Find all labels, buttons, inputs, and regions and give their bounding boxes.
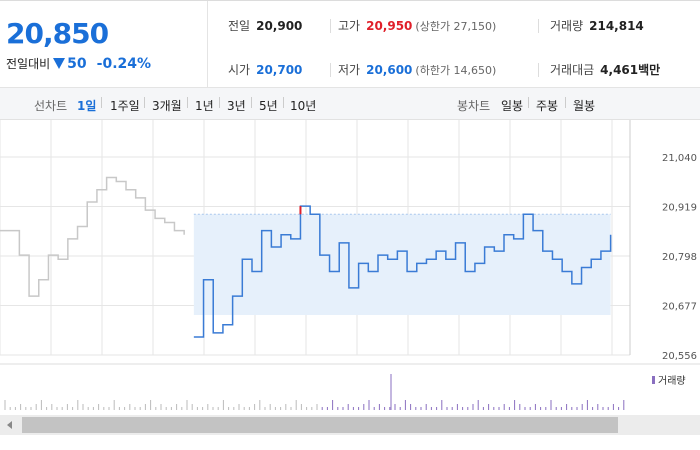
stat-high: 고가 20,950 (상한가 27,150) [338,17,496,34]
stat-prev-close: 전일 20,900 [228,17,302,34]
period-1week-button[interactable]: 1주일 [110,99,140,113]
chart-scrollbar[interactable] [0,415,700,435]
quote-header: 20,850 전일대비 50 -0.24% 전일 20,900 고가 20,950 (상한… [0,0,700,88]
stat-value: 4,461 [600,63,639,77]
divider [538,63,539,77]
stat-label: 시가 [228,63,251,77]
period-1day-button[interactable]: 1일 [77,99,97,113]
volume-legend-swatch [652,376,655,384]
period-3year-button[interactable]: 3년 [227,99,246,113]
today-price-line [193,205,612,338]
period-5year-button[interactable]: 5년 [259,99,278,113]
current-price: 20,850 [6,17,109,50]
scroll-left-arrow-icon[interactable] [0,415,20,435]
y-tick-label: 20,677 [662,302,697,313]
change-amount: 50 [67,56,87,72]
divider [330,19,331,33]
divider [538,19,539,33]
stat-note: (상한가 27,150) [415,20,497,33]
stat-note: (하한가 14,650) [415,64,497,77]
stat-amount: 거래대금 4,461백만 [550,61,660,78]
period-3month-button[interactable]: 3개월 [152,99,182,113]
down-arrow-icon [53,58,66,69]
stat-unit: 백만 [638,63,661,77]
today-area-fill [193,214,611,315]
stat-volume: 거래량 214,814 [550,17,644,34]
candle-daily-button[interactable]: 일봉 [501,99,524,113]
y-tick-label: 20,798 [662,252,697,263]
y-tick-label: 21,040 [662,153,697,164]
period-bar: 선차트 1일 1주일 3개월 1년 3년 5년 10년 봉차트 일봉 주봉 월봉 [0,88,700,120]
stat-label: 거래량 [550,19,584,33]
line-chart-title: 선차트 [34,99,68,113]
candle-chart-title: 봉차트 [457,99,491,113]
change-label: 전일대비 [6,57,51,71]
change-row: 전일대비 50 -0.24% [6,55,151,72]
scroll-thumb[interactable] [22,417,618,433]
price-chart: 21,040 20,919 20,798 20,677 20,556 거래량 [0,120,700,410]
divider [330,63,331,77]
change-rate: -0.24% [96,56,152,72]
candle-weekly-button[interactable]: 주봉 [536,99,559,113]
period-10year-button[interactable]: 10년 [290,99,317,113]
stat-value: 20,600 [366,63,413,77]
price-box: 20,850 전일대비 50 -0.24% [0,1,208,88]
stat-value: 20,700 [256,63,303,77]
stat-label: 거래대금 [550,63,595,77]
stat-open: 시가 20,700 [228,61,302,78]
volume-legend-label: 거래량 [658,375,686,387]
stat-label: 저가 [338,63,361,77]
stat-label: 전일 [228,19,251,33]
stat-value: 214,814 [589,19,644,33]
stat-label: 고가 [338,19,361,33]
y-tick-label: 20,556 [662,351,697,362]
period-1year-button[interactable]: 1년 [195,99,214,113]
previous-day-line [0,176,185,297]
y-tick-label: 20,919 [662,203,697,214]
stat-value: 20,950 [366,19,413,33]
stat-value: 20,900 [256,19,303,33]
stat-low: 저가 20,600 (하한가 14,650) [338,61,496,78]
candle-monthly-button[interactable]: 월봉 [573,99,596,113]
